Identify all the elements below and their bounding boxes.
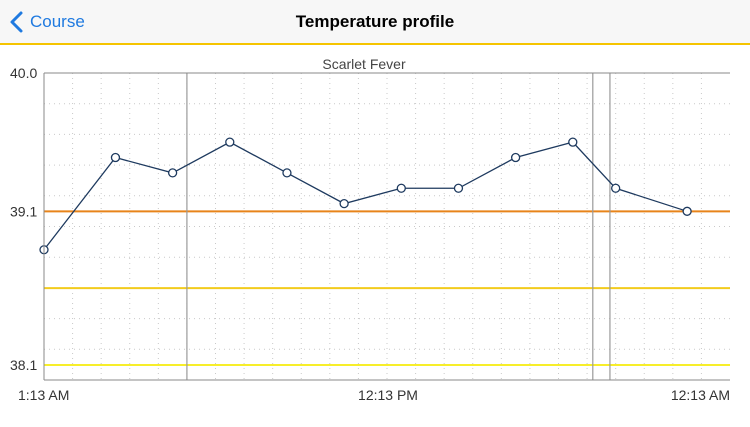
temperature-data-point <box>510 152 521 163</box>
temperature-data-point <box>110 152 121 163</box>
x-tick-label: 12:13 PM <box>358 387 418 403</box>
temperature-data-point <box>568 137 578 147</box>
navigation-bar: Course Temperature profile <box>0 0 750 45</box>
temperature-chart-svg: Scarlet Fever 40.0 39.1 38.1 1:13 AM 12:13 P… <box>10 56 730 403</box>
temperature-data-point <box>167 168 178 178</box>
y-tick-label: 38.1 <box>10 357 37 373</box>
temperature-data-point <box>453 183 464 193</box>
y-tick-label: 40.0 <box>10 65 37 81</box>
temperature-data-point <box>611 183 621 193</box>
temperature-data-point <box>396 183 406 193</box>
temperature-data-point <box>225 137 235 147</box>
back-button[interactable]: Course <box>8 8 85 36</box>
temperature-chart: Scarlet Fever 40.0 39.1 38.1 1:13 AM 12:13 P… <box>0 47 750 422</box>
chevron-left-icon <box>10 11 23 33</box>
temperature-data-point <box>282 168 292 178</box>
y-tick-label: 39.1 <box>10 203 37 219</box>
back-button-label: Course <box>30 12 85 31</box>
temperature-series-line <box>43 141 688 251</box>
x-tick-label: 12:13 AM <box>671 387 730 403</box>
x-tick-label: 1:13 AM <box>18 387 69 403</box>
page-title: Temperature profile <box>295 12 455 31</box>
temperature-data-point <box>682 206 692 216</box>
chart-title: Scarlet Fever <box>322 56 406 72</box>
temperature-data-point <box>339 198 349 209</box>
